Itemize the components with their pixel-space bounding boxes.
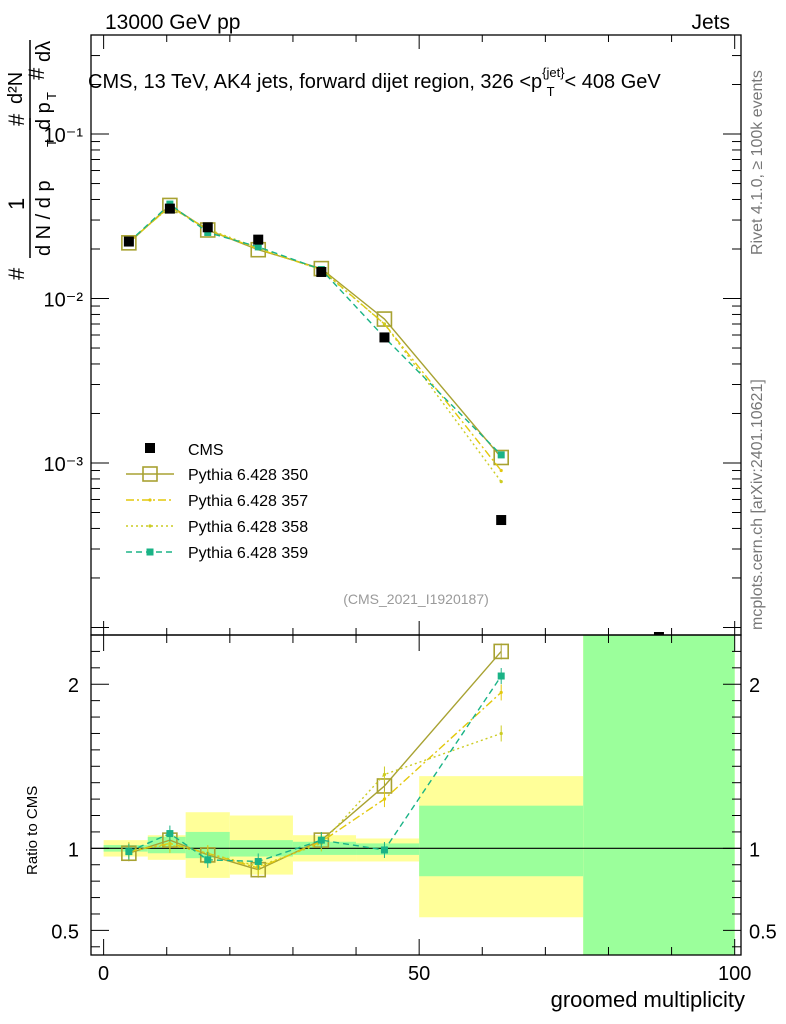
cms-data-point xyxy=(496,515,507,526)
marker-Pythia 6.428 358 xyxy=(499,480,503,484)
x-tick-label: 0 xyxy=(98,963,109,985)
legend-label: Pythia 6.428 358 xyxy=(188,519,308,536)
marker-Pythia 6.428 359 xyxy=(317,836,325,844)
marker-Pythia 6.428 359 xyxy=(204,228,212,236)
x-tick-label: 100 xyxy=(718,963,751,985)
marker-Pythia 6.428 359 xyxy=(254,243,262,251)
marker-Pythia 6.428 350 xyxy=(493,643,509,660)
uncertainty-bands xyxy=(103,635,735,955)
svg-text:dλ: dλ xyxy=(33,41,55,62)
marker-Pythia 6.428 357 xyxy=(499,690,503,695)
marker-Pythia 6.428 358 xyxy=(168,843,172,847)
rivet-version-label: Rivet 4.1.0, ≥ 100k events xyxy=(749,70,766,255)
main-panel-series xyxy=(121,197,664,635)
ratio-y-tick-label-right: 1 xyxy=(749,839,760,861)
main-y-tick-label: 10⁻² xyxy=(44,290,84,312)
cms-data-point xyxy=(123,236,134,247)
legend-label: Pythia 6.428 359 xyxy=(188,545,308,562)
ratio-y-tick-label: 0.5 xyxy=(51,921,79,943)
svg-text:#: # xyxy=(24,67,49,80)
marker-Pythia 6.428 359 xyxy=(497,672,505,680)
category-label: Jets xyxy=(691,11,730,34)
marker-Pythia 6.428 358 xyxy=(499,731,503,736)
x-axis-label: groomed multiplicity xyxy=(551,987,745,1012)
ratio-y-tick-label: 2 xyxy=(68,675,79,697)
marker-Pythia 6.428 359 xyxy=(125,848,133,856)
ratio-y-label: Ratio to CMS xyxy=(24,786,41,875)
legend-marker-cms xyxy=(145,443,155,453)
marker-Pythia 6.428 350 xyxy=(493,449,509,466)
svg-text:T: T xyxy=(44,92,59,100)
ratio-panel-series xyxy=(121,643,509,878)
main-y-tick-label: 10⁻³ xyxy=(44,454,84,476)
ratio-frame xyxy=(90,634,742,956)
marker-Pythia 6.428 357 xyxy=(148,498,152,502)
marker-Pythia 6.428 358 xyxy=(382,772,387,777)
legend-label: Pythia 6.428 350 xyxy=(188,467,308,484)
svg-text:1: 1 xyxy=(4,198,29,210)
svg-text:#: # xyxy=(4,113,29,126)
main-line-Pythia 6.428 357 xyxy=(128,205,502,471)
marker-Pythia 6.428 350 xyxy=(142,466,158,482)
cms-data-point xyxy=(379,332,390,343)
svg-text:d²N: d²N xyxy=(5,72,27,104)
cms-data-point xyxy=(253,234,264,245)
cms-data-point-clipped xyxy=(653,632,664,635)
energy-label: 13000 GeV pp xyxy=(105,11,240,34)
marker-Pythia 6.428 359 xyxy=(254,857,262,865)
legend: CMS Pythia 6.428 350 Pythia 6.428 357 Pythi… xyxy=(126,442,308,562)
main-y-label: # 1 d N / d p T d²N # d p T # dλ xyxy=(4,40,59,280)
ratio-y-tick-label-right: 0.5 xyxy=(749,921,777,943)
svg-text:#: # xyxy=(4,267,29,280)
main-line-Pythia 6.428 358 xyxy=(128,206,502,483)
marker-Pythia 6.428 350 xyxy=(376,311,393,327)
marker-Pythia 6.428 358 xyxy=(148,524,152,528)
legend-label: Pythia 6.428 357 xyxy=(188,493,308,510)
ratio-axes: 0.5 0.5 1 1 2 2 0 50 100 xyxy=(51,634,777,985)
band-inner-6 xyxy=(419,805,584,877)
main-y-tick-label: 10⁻¹ xyxy=(44,125,84,147)
marker-Pythia 6.428 359 xyxy=(146,548,154,556)
marker-Pythia 6.428 357 xyxy=(382,797,387,801)
cms-data-point xyxy=(164,203,175,214)
marker-Pythia 6.428 358 xyxy=(382,322,387,326)
ratio-y-tick-label-right: 2 xyxy=(749,675,760,697)
marker-Pythia 6.428 350 xyxy=(121,235,137,251)
main-line-Pythia 6.428 350 xyxy=(128,204,502,458)
band-inner-7 xyxy=(583,635,735,955)
svg-text:T: T xyxy=(44,139,59,147)
marker-Pythia 6.428 359 xyxy=(204,856,212,864)
x-tick-label: 50 xyxy=(408,963,430,985)
svg-text:d N / d p: d N / d p xyxy=(33,180,55,256)
ratio-y-tick-label: 1 xyxy=(68,839,79,861)
cms-data-point xyxy=(202,222,213,233)
marker-Pythia 6.428 359 xyxy=(380,846,388,854)
legend-label-cms: CMS xyxy=(188,442,224,459)
chart-title: CMS, 13 TeV, AK4 jets, forward dijet reg… xyxy=(88,65,661,99)
main-line-Pythia 6.428 359 xyxy=(128,203,502,456)
main-axes: 10⁻³ 10⁻² 10⁻¹ xyxy=(44,34,742,636)
mcplots-label: mcplots.cern.ch [arXiv:2401.10621] xyxy=(749,379,766,630)
cms-data-point xyxy=(316,266,327,277)
analysis-tag: (CMS_2021_I1920187) xyxy=(343,591,489,607)
svg-text:d p: d p xyxy=(33,102,55,130)
marker-Pythia 6.428 359 xyxy=(497,451,505,459)
marker-Pythia 6.428 357 xyxy=(499,468,503,473)
marker-Pythia 6.428 359 xyxy=(166,830,174,838)
